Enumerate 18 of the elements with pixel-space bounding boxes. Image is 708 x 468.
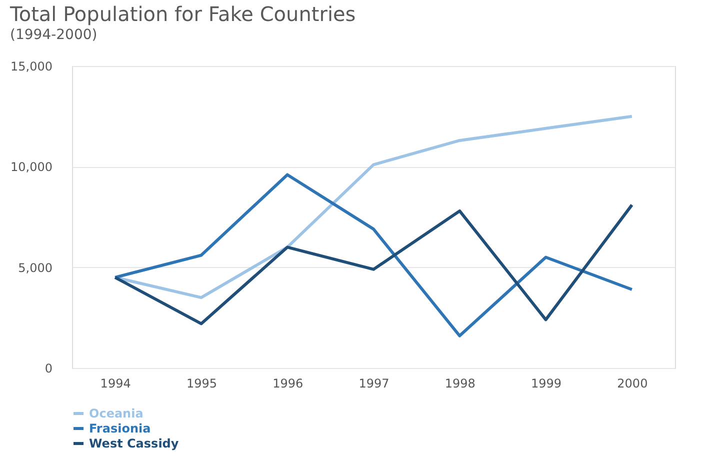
- x-tick-label: 1994: [100, 376, 131, 390]
- y-tick-label: 15,000: [10, 60, 52, 74]
- y-tick-label: 5,000: [18, 260, 52, 275]
- legend-label: Oceania: [89, 406, 144, 420]
- x-tick-label: 1999: [531, 376, 562, 390]
- x-tick-label: 1995: [186, 376, 217, 390]
- y-tick-label: 0: [44, 362, 52, 376]
- x-tick-label: 2000: [617, 376, 648, 390]
- line-series: [114, 203, 634, 326]
- x-tick-label: 1996: [272, 376, 304, 390]
- x-tick-label: 1997: [358, 376, 390, 390]
- chart-subtitle: (1994-2000): [10, 27, 98, 43]
- y-tick-label: 10,000: [10, 160, 52, 174]
- chart-title: Total Population for Fake Countries: [9, 2, 356, 26]
- line-series: [114, 173, 634, 338]
- legend-label: Frasionia: [89, 422, 151, 436]
- x-tick-label: 1998: [444, 376, 476, 390]
- legend-label: West Cassidy: [89, 436, 179, 450]
